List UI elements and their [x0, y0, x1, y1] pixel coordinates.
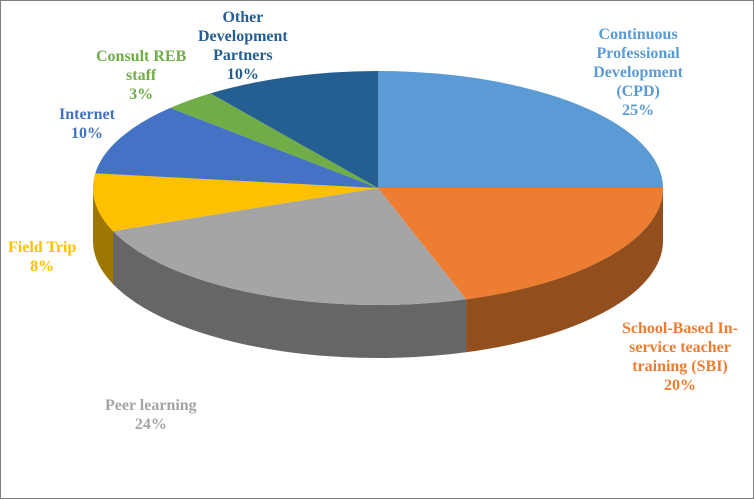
pie-slice [170, 93, 378, 188]
label-consult-reb: Consult REB staff 3% [96, 47, 186, 104]
label-line: Partners [213, 47, 273, 64]
pie-side-group [93, 188, 663, 359]
label-line: (CPD) [616, 83, 660, 100]
label-value: 8% [30, 258, 55, 275]
label-line: School-Based In- [621, 320, 738, 337]
pie-top-group [93, 71, 663, 306]
pie-slice [378, 188, 663, 300]
pie-slice [95, 107, 378, 188]
label-line: Professional [596, 45, 680, 62]
label-line: Internet [59, 106, 115, 123]
label-cpd: Continuous Professional Development (CPD… [593, 25, 683, 120]
label-field-trip: Field Trip 8% [8, 238, 76, 276]
pie-side [113, 231, 467, 359]
label-line: service teacher [629, 339, 731, 356]
label-line: Field Trip [8, 239, 77, 256]
label-sbi: School-Based In- service teacher trainin… [622, 319, 738, 395]
pie-slice [93, 173, 378, 232]
label-peer-learning: Peer learning 24% [105, 396, 197, 434]
pie-slice [210, 71, 378, 188]
pie-side [93, 188, 114, 285]
label-line: Consult REB [96, 48, 187, 65]
label-value: 10% [226, 66, 259, 83]
label-line: Continuous [598, 26, 678, 43]
label-value: 24% [134, 416, 167, 433]
label-line: staff [126, 67, 157, 84]
pie-side [466, 188, 663, 353]
label-line: training (SBI) [632, 358, 728, 375]
label-other-partners: Other Development Partners 10% [198, 8, 288, 84]
label-value: 10% [70, 125, 103, 142]
label-line: Other [222, 9, 264, 26]
label-internet: Internet 10% [59, 105, 115, 143]
label-line: Development [593, 64, 683, 81]
pie-slice [378, 71, 663, 188]
label-value: 20% [663, 377, 696, 394]
label-line: Peer learning [105, 397, 197, 414]
label-line: Development [198, 28, 288, 45]
label-value: 3% [129, 86, 154, 103]
label-value: 25% [622, 102, 655, 119]
pie-slice [113, 188, 467, 306]
